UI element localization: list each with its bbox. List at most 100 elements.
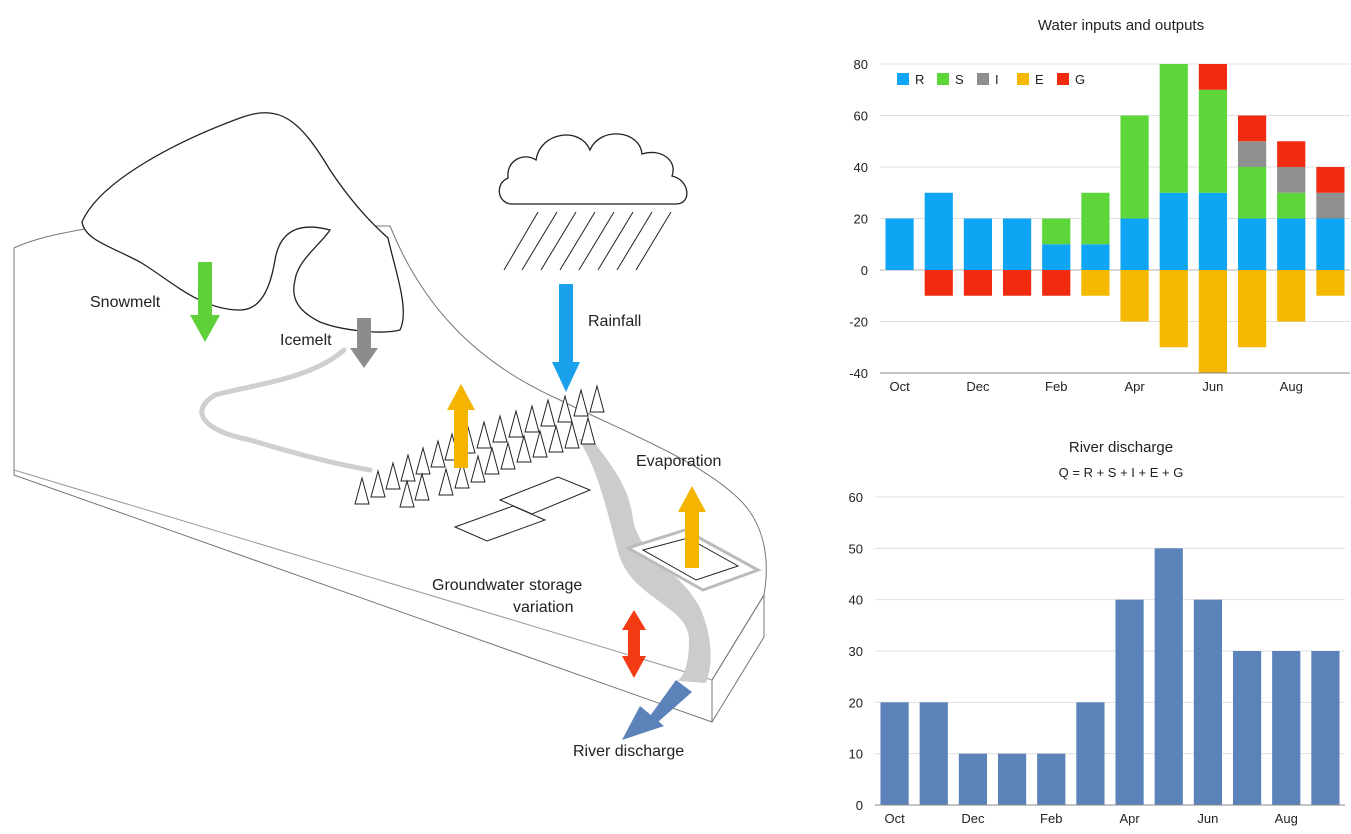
chart1-bar-s-jul xyxy=(1237,167,1267,219)
rain-icon xyxy=(503,211,672,271)
snowmelt-arrow xyxy=(190,262,220,342)
chart1-ytick-label: 80 xyxy=(854,57,868,72)
chart1-xtick-label: Oct xyxy=(889,379,910,394)
chart1-bar-g-jan xyxy=(1002,270,1032,296)
tree-icon xyxy=(385,461,401,490)
chart2-xtick-label: Apr xyxy=(1119,811,1140,826)
chart1-legend-swatch xyxy=(1017,73,1029,85)
chart1-axis: -40 -20 0 20 40 60 80 Oct Dec Feb Apr Jun Aug xyxy=(849,57,1350,394)
chart2-ytick-label: 60 xyxy=(849,490,863,505)
chart1-bar-e-mar xyxy=(1081,270,1110,296)
icemelt-arrow xyxy=(350,318,378,368)
chart1-bar-g-aug xyxy=(1277,141,1306,167)
tree-icon xyxy=(573,388,589,417)
chart1-ytick-label: 40 xyxy=(854,160,868,175)
chart2-axis: 0 10 20 30 40 50 60 Oct Dec Feb Apr Jun Aug xyxy=(849,490,1345,826)
chart1-bar-e-sep xyxy=(1316,270,1345,296)
chart2-bar-jan xyxy=(997,753,1027,805)
tree-icon xyxy=(516,434,532,463)
cloud-icon xyxy=(498,133,688,205)
chart1-legend-swatch xyxy=(897,73,909,85)
chart2-bar-aug xyxy=(1272,651,1301,805)
tree-icon xyxy=(580,416,596,445)
chart1-bar-g-dec xyxy=(963,270,993,296)
tree-icon xyxy=(589,384,605,413)
snowmelt-label: Snowmelt xyxy=(90,294,161,311)
chart1-legend-swatch xyxy=(937,73,949,85)
tree-icon xyxy=(470,454,486,483)
chart1-bar-r-oct xyxy=(885,218,914,270)
groundwater-label-line2: variation xyxy=(513,599,573,616)
chart2-subtitle: Q = R + S + I + E + G xyxy=(1059,465,1184,480)
tree-icon xyxy=(476,420,492,449)
tree-icon xyxy=(415,446,431,475)
chart2-xtick-label: Dec xyxy=(961,811,985,826)
chart1-xtick-label: Aug xyxy=(1280,379,1303,394)
chart1-ytick-label: -40 xyxy=(849,366,868,381)
tree-icon xyxy=(354,476,370,505)
chart1-bar-r-may xyxy=(1159,192,1188,270)
chart1-legend-swatch xyxy=(977,73,989,85)
chart1-bar-g-sep xyxy=(1316,167,1345,193)
chart2-ytick-label: 20 xyxy=(849,695,863,710)
water-balance-chart: Water inputs and outputs -40 -20 0 20 40 60 80… xyxy=(849,17,1350,394)
chart1-ytick-label: -20 xyxy=(849,315,868,330)
river-discharge-chart: River discharge Q = R + S + I + E + G 0 1… xyxy=(849,439,1345,826)
tree-icon xyxy=(400,453,416,482)
chart1-bar-r-sep xyxy=(1316,218,1345,270)
chart1-bar-s-jun xyxy=(1198,89,1228,193)
tree-icon xyxy=(414,472,430,501)
chart1-bar-e-jul xyxy=(1237,270,1267,348)
river-discharge-label: River discharge xyxy=(573,743,684,760)
tree-icon xyxy=(484,446,500,475)
chart2-bars xyxy=(880,548,1340,805)
tree-icon xyxy=(492,414,508,443)
tree-icon xyxy=(564,420,580,449)
chart1-legend-swatch xyxy=(1057,73,1069,85)
tree-icon xyxy=(508,409,524,438)
chart1-bar-s-apr xyxy=(1120,115,1149,219)
river-discharge-arrow xyxy=(622,680,692,740)
chart1-legend-label: G xyxy=(1075,72,1085,87)
chart2-bar-oct xyxy=(880,702,909,805)
chart1-title: Water inputs and outputs xyxy=(1038,17,1204,34)
chart1-bar-i-jul xyxy=(1237,141,1267,167)
tree-icon xyxy=(548,424,564,453)
chart2-ytick-label: 10 xyxy=(849,747,863,762)
chart1-xtick-label: Apr xyxy=(1124,379,1145,394)
rainfall-arrow xyxy=(552,284,580,392)
chart1-bar-r-jul xyxy=(1237,218,1267,270)
chart1-bar-s-feb xyxy=(1042,218,1071,245)
groundwater-label-line1: Groundwater storage xyxy=(432,577,582,594)
terrain-top-edge xyxy=(13,469,713,681)
chart1-bar-i-sep xyxy=(1316,192,1345,219)
chart1-bar-e-jun xyxy=(1198,270,1228,373)
chart2-bar-apr xyxy=(1115,599,1144,805)
chart1-bars xyxy=(885,64,1345,373)
chart1-bar-r-jan xyxy=(1002,218,1032,270)
tree-icon xyxy=(524,404,540,433)
tree-icon xyxy=(430,439,446,468)
chart1-bar-r-dec xyxy=(963,218,993,270)
chart1-xtick-label: Jun xyxy=(1202,379,1223,394)
chart2-bar-dec xyxy=(958,753,988,805)
chart2-ytick-label: 0 xyxy=(856,798,863,813)
groundwater-arrow xyxy=(622,610,646,678)
icemelt-label: Icemelt xyxy=(280,332,332,349)
tree-icon xyxy=(532,429,548,458)
rainfall-label: Rainfall xyxy=(588,313,641,330)
chart1-bar-s-mar xyxy=(1081,192,1110,245)
chart1-bar-i-aug xyxy=(1277,167,1306,193)
chart2-bar-nov xyxy=(919,702,948,805)
chart1-bar-s-aug xyxy=(1277,192,1306,219)
terrain-front-edge xyxy=(13,248,765,723)
chart1-ytick-label: 0 xyxy=(861,263,868,278)
chart1-bar-e-may xyxy=(1159,270,1188,348)
tree-icon xyxy=(500,441,516,470)
chart2-xtick-label: Feb xyxy=(1040,811,1062,826)
chart1-bar-r-nov xyxy=(924,192,953,270)
chart2-ytick-label: 40 xyxy=(849,593,863,608)
meltwater-stream xyxy=(199,347,373,473)
